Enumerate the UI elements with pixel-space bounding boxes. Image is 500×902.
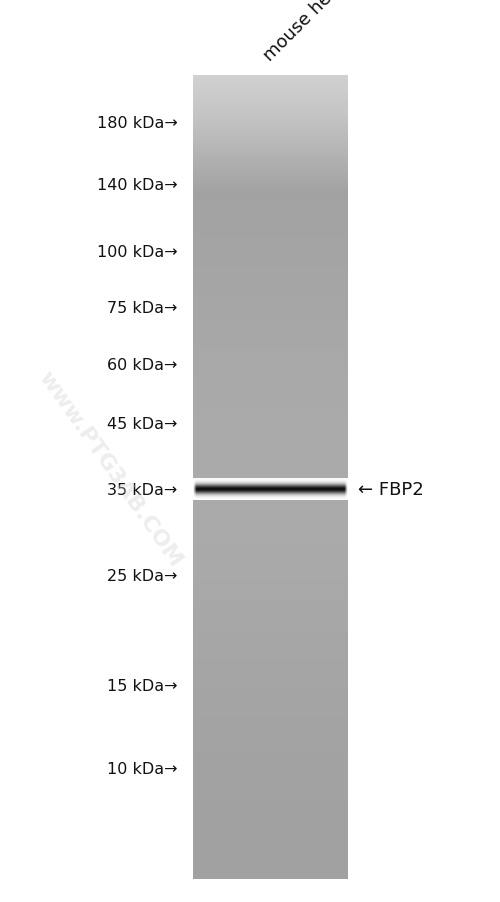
Text: 60 kDa→: 60 kDa→ — [107, 358, 178, 373]
Text: 10 kDa→: 10 kDa→ — [107, 761, 178, 776]
Text: www.PTG3AB.COM: www.PTG3AB.COM — [35, 368, 185, 570]
Text: 75 kDa→: 75 kDa→ — [107, 301, 178, 316]
Text: 140 kDa→: 140 kDa→ — [97, 178, 178, 192]
Text: ← FBP2: ← FBP2 — [358, 481, 423, 499]
Text: mouse heart: mouse heart — [260, 0, 354, 65]
Text: 25 kDa→: 25 kDa→ — [107, 568, 178, 583]
Text: 180 kDa→: 180 kDa→ — [97, 116, 178, 131]
Text: 35 kDa→: 35 kDa→ — [107, 483, 178, 497]
Text: 45 kDa→: 45 kDa→ — [107, 417, 178, 431]
Text: 100 kDa→: 100 kDa→ — [97, 245, 178, 260]
Text: 15 kDa→: 15 kDa→ — [107, 678, 178, 693]
